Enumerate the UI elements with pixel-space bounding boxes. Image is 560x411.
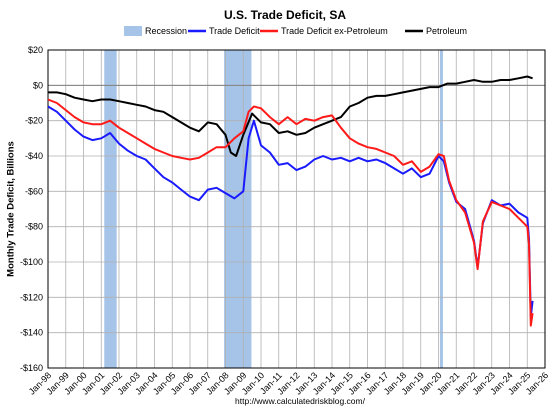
source-url: http://www.calculatedriskblog.com/ [235, 396, 366, 406]
chart-title: U.S. Trade Deficit, SA [224, 8, 346, 22]
recession-bands [104, 50, 443, 368]
legend-label: Trade Deficit [209, 26, 260, 36]
legend: Recession Trade Deficit Trade Deficit ex-P… [124, 26, 467, 36]
y-tick-label: -$120 [20, 292, 43, 302]
plot-area [47, 49, 546, 369]
y-tick-label: -$100 [20, 257, 43, 267]
y-tick-label: -$40 [25, 151, 43, 161]
y-axis-label: Monthly Trade Deficit, Billions [5, 141, 16, 277]
legend-label: Trade Deficit ex-Petroleum [281, 26, 388, 36]
grid-lines [47, 49, 546, 369]
legend-label: Petroleum [426, 26, 467, 36]
recession-band-1 [104, 50, 117, 368]
y-tick-label: -$80 [25, 222, 43, 232]
y-tick-label: -$20 [25, 116, 43, 126]
series-lines [47, 75, 534, 327]
recession-band-2 [224, 50, 252, 368]
y-tick-label: -$60 [25, 186, 43, 196]
series-line-petroleum [48, 75, 533, 157]
y-axis: $20 $0 -$20 -$40 -$60 -$80 -$100 -$120 -$140 -$16… [20, 45, 43, 373]
y-tick-label: $20 [28, 45, 43, 55]
y-tick-label: $0 [33, 80, 43, 90]
y-tick-label: -$160 [20, 363, 43, 373]
series-line-trade-deficit-ex-petroleum [47, 98, 534, 327]
recession-band-3 [439, 50, 443, 368]
plot-frame [47, 49, 546, 369]
y-tick-label: -$140 [20, 328, 43, 338]
legend-swatch-recession [124, 26, 142, 36]
legend-label: Recession [145, 26, 187, 36]
